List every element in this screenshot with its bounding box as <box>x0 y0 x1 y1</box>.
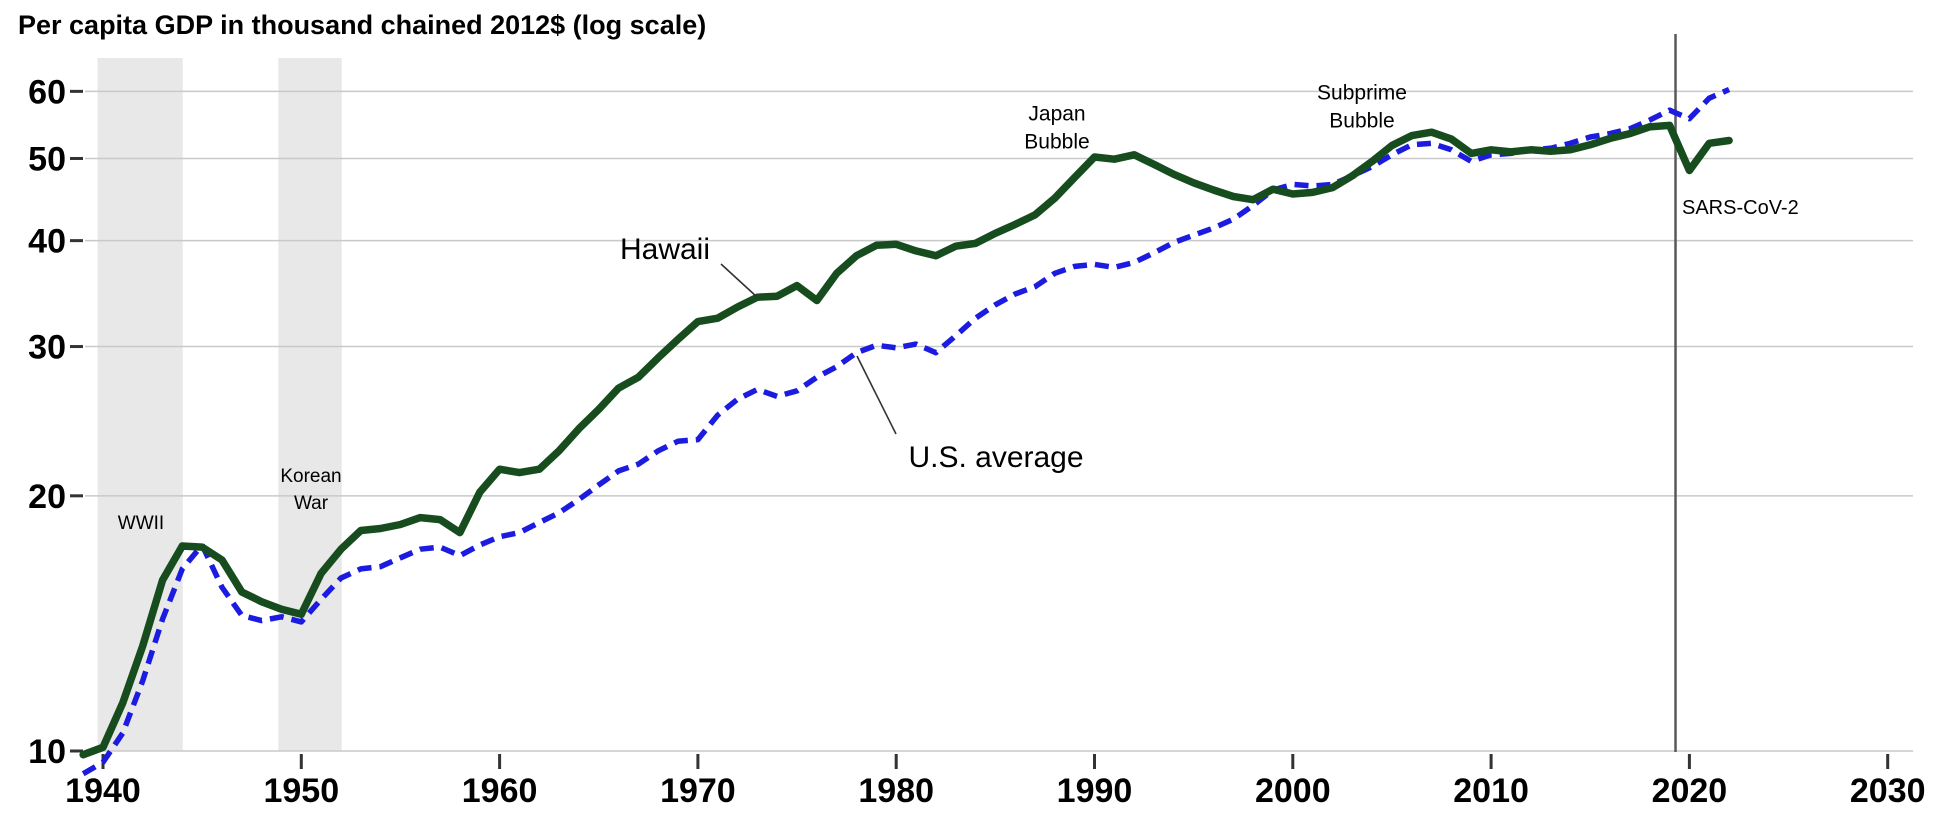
chart-title: Per capita GDP in thousand chained 2012$… <box>18 10 707 40</box>
y-tick-label-10: 10 <box>28 733 66 771</box>
korean-war-label-line2: War <box>294 493 329 514</box>
japan-bubble-label-line1: Japan <box>1028 103 1085 126</box>
us-average-label: U.S. average <box>908 441 1083 474</box>
korean-war-label-line1: Korean <box>280 466 341 487</box>
us-average-leader <box>856 355 897 435</box>
wwii-label: WWII <box>118 513 164 534</box>
hawaii-label: Hawaii <box>620 233 710 266</box>
korean-war-band <box>278 58 342 751</box>
y-tick-label-40: 40 <box>28 223 66 261</box>
x-tick-label-1990: 1990 <box>1057 772 1133 810</box>
hawaii-leader <box>720 263 758 298</box>
us-average-line <box>81 86 1731 777</box>
japan-bubble-label-line2: Bubble <box>1024 131 1089 154</box>
x-tick-label-2030: 2030 <box>1850 772 1926 810</box>
hawaii-line <box>79 121 1733 759</box>
subprime-bubble-label-line2: Bubble <box>1329 110 1394 133</box>
y-tick-label-50: 50 <box>28 140 66 178</box>
sars-cov-2-label: SARS-CoV-2 <box>1682 197 1799 219</box>
x-tick-label-1950: 1950 <box>263 772 339 810</box>
x-tick-label-2000: 2000 <box>1255 772 1331 810</box>
x-tick-label-2020: 2020 <box>1652 772 1728 810</box>
y-tick-label-20: 20 <box>28 478 66 516</box>
y-tick-label-30: 30 <box>28 329 66 367</box>
wwii-band <box>97 58 183 751</box>
x-tick-label-2010: 2010 <box>1453 772 1529 810</box>
x-tick-label-1940: 1940 <box>65 772 141 810</box>
x-tick-label-1960: 1960 <box>462 772 538 810</box>
x-tick-label-1970: 1970 <box>660 772 736 810</box>
subprime-bubble-label-line1: Subprime <box>1317 82 1407 105</box>
y-tick-label-60: 60 <box>28 73 66 111</box>
x-tick-label-1980: 1980 <box>858 772 934 810</box>
